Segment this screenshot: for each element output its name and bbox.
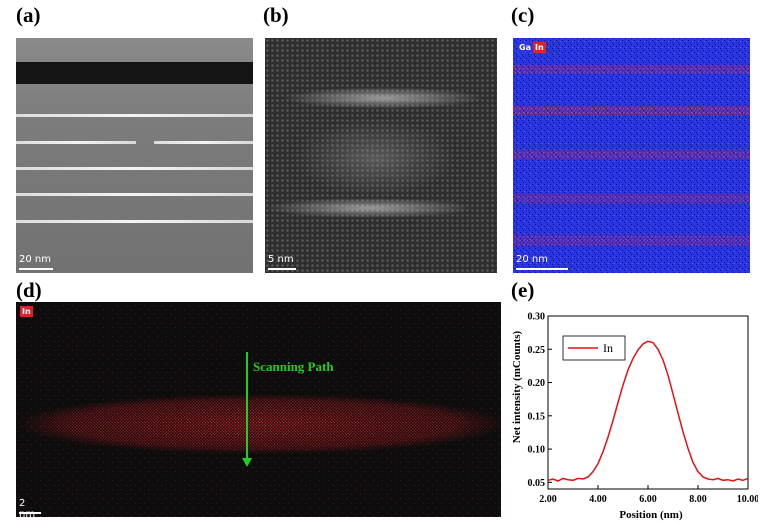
x-tick-label: 2.00 [539,494,557,505]
y-tick-label: 0.05 [528,478,546,489]
y-tick-label: 0.25 [528,345,546,356]
x-tick-label: 8.00 [689,494,707,505]
y-tick-label: 0.15 [528,411,546,422]
scale-bar-d: 2 nm [19,498,41,517]
scale-bar-a: 20 nm [19,254,53,270]
x-axis-label: Position (nm) [619,509,683,521]
scale-bar-c: 20 nm [516,254,568,270]
x-tick-label: 6.00 [639,494,657,505]
panel-b-micrograph: 5 nm [265,38,497,273]
panel-d-eds-map: In Scanning Path 2 nm [16,302,501,517]
legend: In [562,335,626,361]
panel-label-c: (c) [511,3,535,27]
legend-entry-in: In [603,341,613,355]
scanning-path-label: Scanning Path [253,359,334,374]
x-tick-label: 4.00 [589,494,607,505]
y-tick-label: 0.30 [528,312,546,323]
panel-label-d: (d) [16,278,42,302]
panel-label-e: (e) [511,278,535,302]
panel-a-micrograph: 20 nm [16,38,253,273]
y-axis-label: Net intensity (mCounts) [511,330,523,443]
panel-label-b: (b) [263,3,289,27]
in-tag: In [533,42,546,53]
series-line-in [547,340,749,482]
panel-label-a: (a) [16,3,41,27]
x-tick-label: 10.00 [737,494,758,505]
y-tick-label: 0.10 [528,445,546,456]
panel-c-eds-map: Ga In 20 nm [513,38,750,273]
ga-tag: Ga [517,42,533,53]
in-tag-d: In [20,306,33,317]
scale-bar-b: 5 nm [268,254,296,270]
y-tick-label: 0.20 [528,378,546,389]
intensity-profile-chart: 0.05 0.10 0.15 0.20 0.25 0.30 2.00 4.00 6.00 8.0… [511,312,758,522]
